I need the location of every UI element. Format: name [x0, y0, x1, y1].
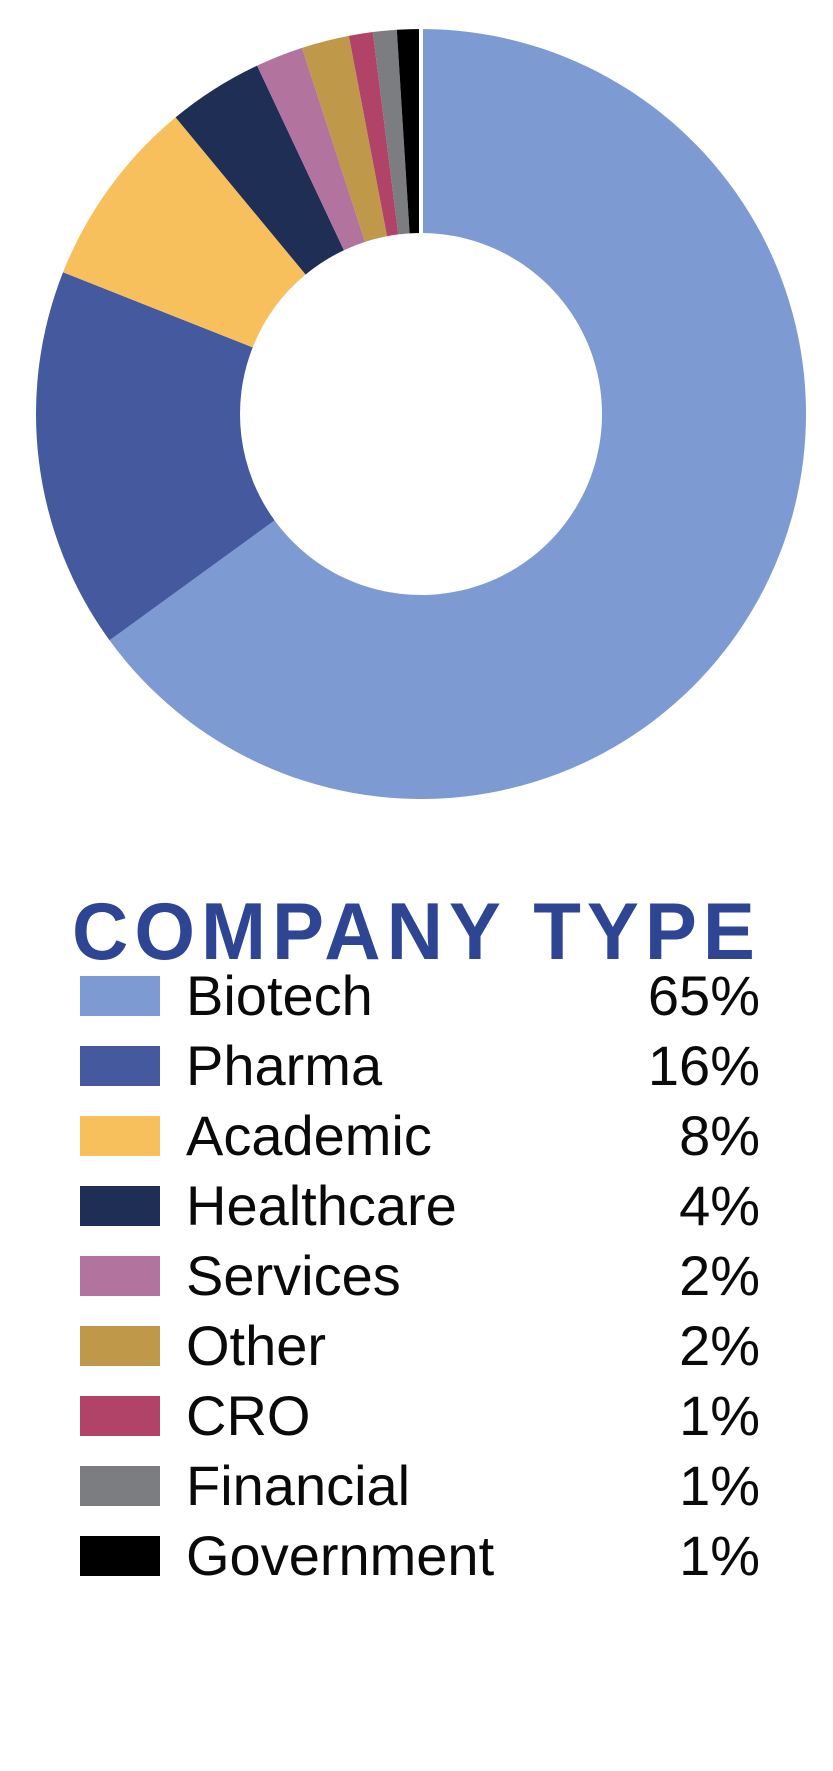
legend-value: 4% — [679, 1174, 760, 1237]
legend-swatch-government — [80, 1536, 160, 1576]
donut-slice-government — [396, 29, 421, 234]
legend-row-healthcare: Healthcare 4% — [80, 1178, 760, 1234]
donut-slice-healthcare — [175, 65, 344, 275]
legend-value: 65% — [647, 964, 760, 1027]
legend: Biotech 65% Pharma 16% Academic 8% Healt… — [80, 968, 760, 1584]
legend-value: 1% — [679, 1384, 760, 1447]
legend-swatch-academic — [80, 1116, 160, 1156]
legend-label: Academic — [186, 1104, 432, 1167]
legend-row-cro: CRO 1% — [80, 1388, 760, 1444]
legend-swatch-biotech — [80, 976, 160, 1016]
legend-label: Government — [186, 1524, 495, 1587]
legend-value: 2% — [679, 1244, 760, 1307]
legend-label: CRO — [186, 1384, 311, 1447]
donut-slice-cro — [348, 32, 399, 237]
donut-slice-academic — [63, 117, 306, 348]
legend-value: 2% — [679, 1314, 760, 1377]
legend-swatch-healthcare — [80, 1186, 160, 1226]
donut-slice-biotech — [109, 29, 807, 799]
legend-value: 1% — [679, 1454, 760, 1517]
donut-chart — [35, 27, 807, 799]
donut-slice-other — [302, 35, 388, 242]
legend-swatch-pharma — [80, 1046, 160, 1086]
donut-slice-pharma — [35, 272, 275, 641]
legend-row-financial: Financial 1% — [80, 1458, 760, 1514]
legend-label: Pharma — [186, 1034, 383, 1097]
legend-row-other: Other 2% — [80, 1318, 760, 1374]
legend-label: Financial — [186, 1454, 411, 1517]
page-title: COMPANY TYPE — [72, 885, 761, 978]
legend-swatch-services — [80, 1256, 160, 1296]
legend-swatch-cro — [80, 1396, 160, 1436]
legend-value: 1% — [679, 1524, 760, 1587]
slice-separator — [419, 27, 423, 235]
legend-swatch-financial — [80, 1466, 160, 1506]
legend-row-government: Government 1% — [80, 1528, 760, 1584]
legend-row-services: Services 2% — [80, 1248, 760, 1304]
legend-row-biotech: Biotech 65% — [80, 968, 760, 1024]
legend-swatch-other — [80, 1326, 160, 1366]
legend-value: 8% — [679, 1104, 760, 1167]
legend-label: Other — [186, 1314, 327, 1377]
legend-label: Healthcare — [186, 1174, 457, 1237]
donut-slice-financial — [372, 29, 410, 235]
legend-row-pharma: Pharma 16% — [80, 1038, 760, 1094]
donut-slice-services — [257, 47, 366, 251]
legend-label: Biotech — [186, 964, 373, 1027]
legend-row-academic: Academic 8% — [80, 1108, 760, 1164]
legend-label: Services — [186, 1244, 401, 1307]
legend-value: 16% — [647, 1034, 760, 1097]
